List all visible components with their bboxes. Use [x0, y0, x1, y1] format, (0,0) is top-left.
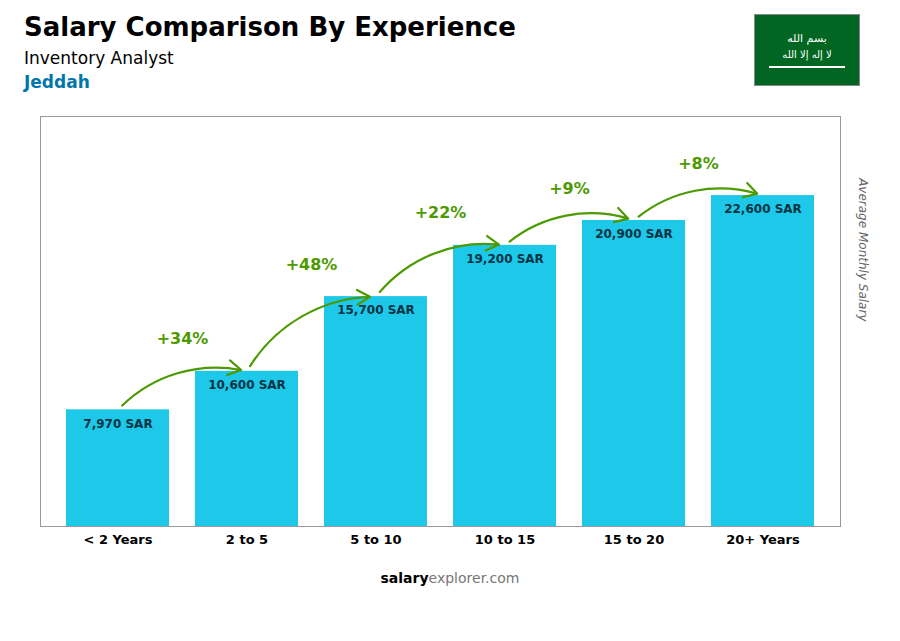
svg-text:10,600 SAR: 10,600 SAR — [208, 378, 286, 392]
svg-text:+48%: +48% — [286, 255, 338, 274]
svg-text:22,600 SAR: 22,600 SAR — [724, 202, 802, 216]
svg-text:15,700 SAR: 15,700 SAR — [337, 303, 415, 317]
svg-text:20,900 SAR: 20,900 SAR — [595, 227, 673, 241]
html-text:Inventory Analyst: Inventory Analyst — [24, 48, 174, 68]
svg-text:19,200 SAR: 19,200 SAR — [466, 252, 544, 266]
svg-text:+8%: +8% — [678, 154, 719, 173]
svg-text:+22%: +22% — [415, 203, 467, 222]
svg-text:7,970 SAR: 7,970 SAR — [83, 417, 152, 431]
svg-text:2 to 5: 2 to 5 — [226, 532, 268, 547]
svg-text:< 2 Years: < 2 Years — [84, 532, 153, 547]
svg-text:20+ Years: 20+ Years — [726, 532, 800, 547]
svg-text:10 to 15: 10 to 15 — [475, 532, 535, 547]
html-text:Salary Comparison By Experienc: Salary Comparison By Experience — [24, 12, 516, 42]
svg-text:5 to 10: 5 to 10 — [350, 532, 401, 547]
svg-text:15 to 20: 15 to 20 — [604, 532, 664, 547]
html-text:Jeddah: Jeddah — [24, 72, 90, 92]
svg-text:+9%: +9% — [549, 179, 590, 198]
svg-text:+34%: +34% — [157, 329, 209, 348]
svg-text:Average Monthly Salary: Average Monthly Salary — [856, 177, 870, 322]
html-text:لا إله إلا الله: لا إله إلا الله — [782, 49, 832, 60]
html-text:salary explorer.com: salary explorer.com — [380, 570, 520, 586]
html-text:بسم الله: بسم الله — [787, 32, 827, 45]
